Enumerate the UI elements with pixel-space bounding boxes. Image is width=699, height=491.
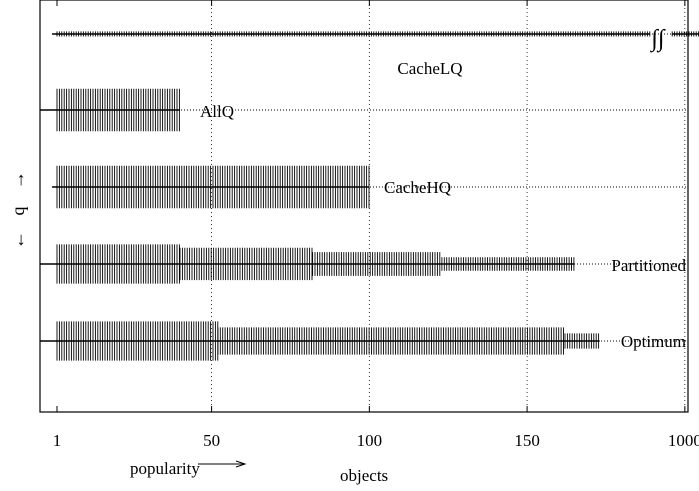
series-labels: CacheLQ AllQ CacheHQ Partitioned Optimum xyxy=(200,59,686,351)
series-label-cachelq: CacheLQ xyxy=(397,59,462,78)
series-label-optimum: Optimum xyxy=(621,332,686,351)
series-label-text: CacheHQ xyxy=(384,178,451,197)
bar-segment xyxy=(56,244,180,284)
popularity-arrow xyxy=(198,460,247,468)
series-label-text: Optimum xyxy=(621,332,686,351)
series-label-allq: AllQ xyxy=(200,102,234,121)
x-tick-label: 1 xyxy=(53,431,62,450)
series-allq xyxy=(40,88,688,132)
break-marker: ∫∫ xyxy=(649,26,666,53)
series-label-partitioned: Partitioned xyxy=(611,256,686,275)
series-label-text: CacheLQ xyxy=(397,59,462,78)
bar-segment xyxy=(56,88,180,132)
series-partitioned xyxy=(40,244,688,284)
bars xyxy=(40,31,699,361)
series-cachehq xyxy=(52,165,688,209)
series-cachelq xyxy=(52,31,699,37)
x-axis-label-popularity: popularity xyxy=(130,459,200,478)
bar-segment xyxy=(671,31,699,37)
x-tick-label: 1000 xyxy=(668,431,699,450)
y-axis-label-q: q xyxy=(8,207,28,216)
y-axis-arrow-down: ← xyxy=(8,231,28,249)
y-axis-arrow-up: → xyxy=(8,171,28,189)
series-label-text: AllQ xyxy=(200,102,234,121)
x-axis-label-objects: objects xyxy=(340,466,388,485)
bar-segment xyxy=(441,257,575,271)
bar-segment xyxy=(312,252,441,276)
plot-frame xyxy=(39,0,689,413)
x-ticks: 1 50 100 150 1000 xyxy=(53,0,699,450)
bar-segment xyxy=(217,327,564,355)
series-optimum xyxy=(40,321,688,361)
bar-segment xyxy=(56,31,651,37)
x-tick-label: 150 xyxy=(514,431,540,450)
bar-segment xyxy=(564,333,600,349)
x-tick-label: 100 xyxy=(357,431,383,450)
bar-segment xyxy=(56,321,219,361)
grid xyxy=(211,0,686,412)
bar-segment xyxy=(179,247,313,281)
series-label-text: Partitioned xyxy=(611,256,686,275)
bar-segment xyxy=(56,165,370,209)
x-tick-label: 50 xyxy=(203,431,220,450)
series-label-cachehq: CacheHQ xyxy=(384,178,451,197)
